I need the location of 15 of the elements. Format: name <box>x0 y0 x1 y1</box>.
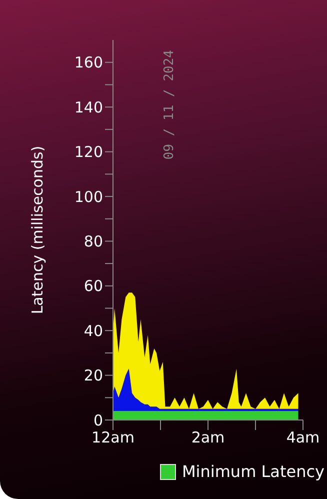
x-tick-label: 4am <box>286 428 320 447</box>
y-tick-label: 60 <box>84 277 103 296</box>
y-tick-label: 120 <box>74 143 103 162</box>
y-tick-label: 160 <box>74 54 103 72</box>
y-tick-label: 140 <box>74 98 103 116</box>
legend-label: Minimum Latency <box>182 462 324 481</box>
x-tick-label: 2am <box>191 428 225 447</box>
y-tick-label: 40 <box>84 322 103 340</box>
y-tick-label: 80 <box>84 232 103 250</box>
x-tick-label: 12am <box>92 428 134 447</box>
y-axis-title: Latency (milliseconds) <box>28 146 46 314</box>
y-tick-label: 100 <box>74 188 103 206</box>
annotation: 09 / 11 / 2024 <box>162 50 177 160</box>
y-tick-label: 0 <box>93 411 103 430</box>
y-tick-label: 20 <box>84 366 103 385</box>
